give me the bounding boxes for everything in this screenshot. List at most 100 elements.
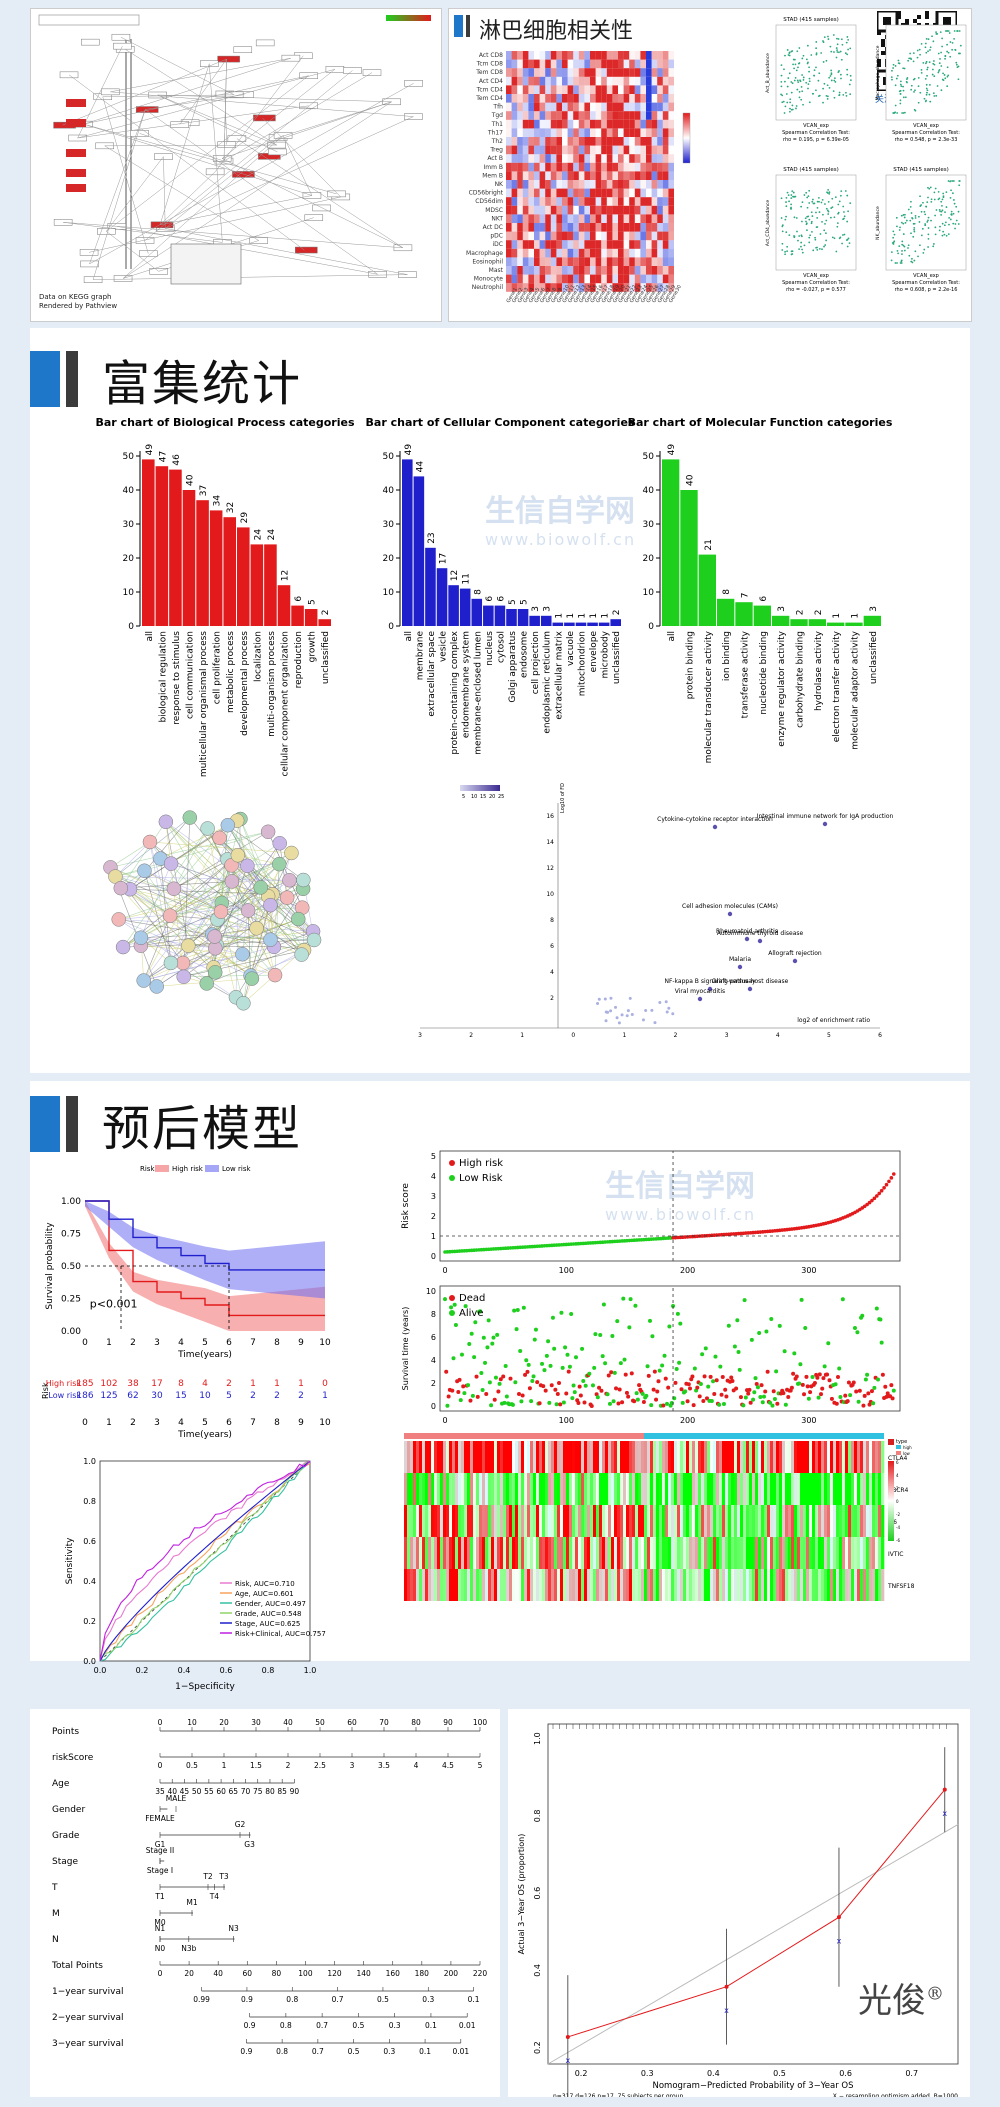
cal-x-tick: 0.3 (641, 2069, 654, 2078)
heatmap-cell (866, 1473, 870, 1505)
heatmap-cell (758, 1473, 762, 1505)
heat-cell (646, 76, 652, 86)
bar-value-label: 21 (704, 539, 714, 550)
surv-point (692, 1366, 697, 1371)
scatter-point (796, 88, 799, 91)
heatmap-cell (464, 1537, 468, 1569)
scatter-point (913, 230, 916, 233)
kegg-edge (110, 91, 414, 117)
scatter-point (946, 43, 948, 46)
bar-category-label: unclassified (321, 631, 331, 684)
heatmap-cell (557, 1505, 561, 1537)
bar-value-label: 3 (543, 606, 553, 612)
heatmap-cell (530, 1569, 534, 1601)
heat-cell (623, 119, 630, 129)
heatmap-cell (422, 1537, 426, 1569)
ppi-network (103, 810, 322, 1011)
risk-x-tick: 300 (801, 1266, 816, 1275)
cal-x-tick: 0.5 (773, 2069, 786, 2078)
scatter-point (918, 221, 921, 223)
heatmap-cell (521, 1505, 525, 1537)
heat-row-label: Th2 (491, 138, 503, 145)
heatmap-scale-tick: -2 (896, 1512, 900, 1517)
surv-legend-dot-alive (449, 1310, 455, 1316)
scatter-point (839, 73, 842, 76)
heatmap-cell (752, 1505, 756, 1537)
heat-cell (573, 266, 579, 275)
heatmap-cell (683, 1473, 687, 1505)
nomogram-tick-label: 0.01 (459, 2021, 476, 2030)
heat-cell (522, 223, 529, 232)
heatmap-cell (788, 1537, 792, 1569)
heat-cell (606, 59, 613, 69)
surv-y-tick: 6 (431, 1333, 436, 1342)
surv-point (683, 1389, 688, 1394)
heat-cell (539, 223, 546, 232)
heat-cell (567, 154, 574, 163)
kegg-edge (93, 274, 408, 280)
heatmap-cell (521, 1473, 525, 1505)
heat-cell (657, 119, 663, 129)
heatmap-cell (716, 1441, 720, 1473)
nomogram-tick-label: 45 (180, 1787, 190, 1796)
scatter-point (837, 38, 840, 40)
nomogram-tick-label: 0.9 (241, 1995, 253, 2004)
heatmap-cell (863, 1537, 867, 1569)
heatmap-cell (650, 1441, 654, 1473)
cal-y-tick: 0.8 (533, 1809, 542, 1822)
scatter-point (899, 226, 901, 229)
surv-point (763, 1389, 768, 1394)
heat-cell (595, 205, 602, 215)
heat-cell (511, 180, 518, 189)
heatmap-cell (881, 1505, 885, 1537)
heatmap-cell (644, 1569, 648, 1601)
heat-cell (612, 197, 618, 206)
surv-point (527, 1386, 532, 1391)
heatmap-cell (779, 1441, 783, 1473)
heatmap-legend-title: type (896, 1439, 907, 1445)
heat-cell (539, 231, 546, 241)
scatter-point (925, 83, 928, 86)
scatter-point (902, 89, 905, 92)
heat-row-label: CD56dim (475, 198, 503, 205)
heatmap-cell (560, 1505, 564, 1537)
heatmap-cell (848, 1537, 852, 1569)
heat-cell (567, 128, 574, 137)
heat-cell (522, 59, 529, 69)
bar-value-label: 23 (427, 532, 437, 543)
roc-legend-label: Age, AUC=0.601 (235, 1590, 294, 1598)
surv-point (691, 1403, 696, 1408)
scatter-point (838, 200, 841, 203)
scatter-point (840, 38, 843, 41)
km-risk-row-name: Low risk (48, 1391, 81, 1400)
heat-cell (651, 154, 658, 163)
heat-cell (567, 137, 574, 146)
scatter-point (910, 212, 913, 214)
heat-cell (623, 162, 630, 172)
heatmap-scale-tick: 6 (896, 1460, 899, 1465)
heatmap-cell (644, 1537, 648, 1569)
surv-point (501, 1374, 506, 1379)
scatter-ylabel: Act_CD4_abundance (765, 200, 771, 246)
km-curve (85, 1200, 325, 1271)
scatter-point (891, 242, 894, 244)
heat-cell (634, 266, 641, 275)
heat-cell (584, 223, 590, 232)
bar-category-label: endoplasmic reticulum (543, 631, 553, 734)
surv-point (483, 1360, 488, 1365)
heat-cell (629, 274, 635, 284)
heat-cell (528, 154, 534, 163)
surv-point (833, 1382, 838, 1387)
heatmap-cell (410, 1505, 414, 1537)
surv-point (572, 1390, 577, 1395)
scatter-point (933, 60, 935, 62)
heat-cell (539, 240, 546, 249)
heatmap-cell (878, 1473, 882, 1505)
heat-cell (556, 162, 562, 172)
scatter-point (796, 79, 799, 82)
heat-cell (556, 214, 562, 223)
network-node (240, 858, 255, 874)
heat-cell (556, 145, 562, 155)
surv-point (764, 1329, 769, 1334)
network-edge (120, 821, 167, 889)
